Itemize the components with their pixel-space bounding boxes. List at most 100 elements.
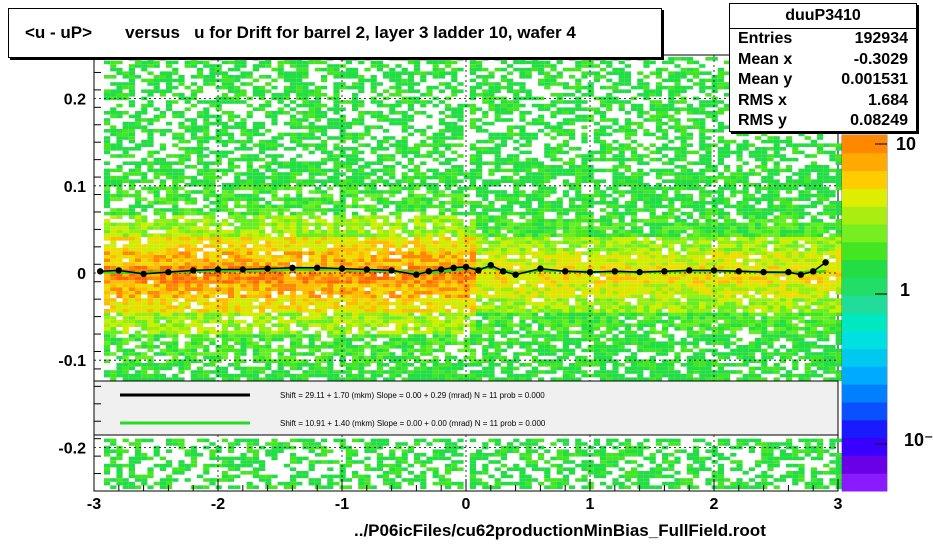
heatmap-cell [451, 280, 458, 284]
heatmap-cell [172, 305, 179, 309]
heatmap-cell [290, 316, 297, 320]
heatmap-cell [147, 93, 154, 97]
heatmap-cell [308, 463, 315, 468]
heatmap-cell [364, 445, 371, 450]
heatmap-cell [159, 147, 166, 151]
heatmap-cell [426, 341, 433, 345]
heatmap-cell [178, 348, 185, 353]
heatmap-cell [290, 373, 297, 378]
heatmap-cell [135, 143, 142, 147]
heatmap-cell [469, 309, 476, 313]
heatmap-cell [407, 147, 414, 151]
heatmap-cell [110, 75, 117, 79]
heatmap-cell [482, 139, 489, 144]
heatmap-cell [445, 157, 452, 162]
heatmap-cell [407, 75, 414, 79]
heatmap-cell [277, 172, 284, 176]
heatmap-cell [494, 222, 501, 227]
heatmap-cell [420, 460, 427, 464]
heatmap-cell [240, 233, 247, 237]
heatmap-cell [128, 57, 135, 61]
heatmap-cell [339, 183, 346, 187]
heatmap-cell [252, 175, 259, 180]
heatmap-cell [197, 111, 204, 115]
heatmap-cell [141, 197, 148, 201]
heatmap-cell [383, 276, 390, 281]
heatmap-cell [178, 280, 185, 284]
heatmap-cell [333, 341, 340, 345]
heatmap-cell [234, 273, 241, 277]
heatmap-cell [141, 229, 148, 234]
heatmap-cell [215, 139, 222, 144]
heatmap-cell [414, 294, 421, 299]
heatmap-cell [228, 240, 235, 245]
heatmap-cell [445, 251, 452, 255]
heatmap-cell [451, 341, 458, 345]
heatmap-cell [190, 298, 197, 302]
heatmap-cell [314, 204, 321, 209]
heatmap-cell [364, 449, 371, 453]
heatmap-cell [482, 111, 489, 115]
heatmap-cell [507, 467, 514, 471]
heatmap-cell [383, 168, 390, 173]
heatmap-cell [494, 183, 501, 187]
heatmap-cell [494, 147, 501, 151]
heatmap-cell [172, 111, 179, 115]
heatmap-cell [283, 334, 290, 338]
heatmap-cell [290, 481, 297, 486]
heatmap-cell [352, 132, 359, 137]
heatmap-cell [172, 291, 179, 295]
heatmap-cell [290, 78, 297, 83]
heatmap-cell [252, 172, 259, 176]
heatmap-cell [457, 258, 464, 263]
heatmap-cell [426, 168, 433, 173]
heatmap-cell [190, 319, 197, 324]
heatmap-cell [395, 262, 402, 266]
heatmap-cell [190, 463, 197, 468]
heatmap-cell [128, 467, 135, 471]
heatmap-cell [494, 157, 501, 162]
heatmap-cell [271, 161, 278, 165]
heatmap-cell [203, 154, 210, 158]
heatmap-cell [469, 240, 476, 245]
heatmap-cell [432, 136, 439, 140]
heatmap-cell [259, 348, 266, 353]
heatmap-cell [500, 377, 507, 381]
heatmap-cell [135, 305, 142, 309]
heatmap-cell [327, 283, 334, 288]
heatmap-cell [110, 330, 117, 335]
heatmap-cell [290, 215, 297, 219]
heatmap-cell [240, 456, 247, 461]
heatmap-cell [370, 233, 377, 237]
heatmap-cell [482, 219, 489, 223]
heatmap-cell [228, 161, 235, 165]
heatmap-cell [358, 294, 365, 299]
heatmap-cell [308, 370, 315, 374]
heatmap-cell [172, 276, 179, 281]
heatmap-cell [383, 114, 390, 119]
heatmap-cell [178, 179, 185, 183]
heatmap-cell [283, 330, 290, 335]
heatmap-cell [432, 323, 439, 327]
heatmap-cell [246, 291, 253, 295]
heatmap-cell [221, 474, 228, 479]
heatmap-cell [259, 355, 266, 360]
heatmap-cell [283, 355, 290, 360]
heatmap-cell [265, 64, 272, 68]
heatmap-cell [420, 453, 427, 457]
heatmap-cell [246, 219, 253, 223]
heatmap-cell [153, 352, 160, 356]
heatmap-cell [389, 201, 396, 205]
heatmap-cell [432, 139, 439, 144]
heatmap-cell [153, 481, 160, 486]
heatmap-cell [451, 370, 458, 374]
heatmap-cell [296, 204, 303, 209]
heatmap-cell [197, 179, 204, 183]
heatmap-cell [401, 273, 408, 277]
heatmap-cell [135, 363, 142, 367]
heatmap-cell [178, 366, 185, 371]
heatmap-cell [358, 60, 365, 65]
heatmap-cell [296, 276, 303, 281]
heatmap-cell [469, 287, 476, 291]
